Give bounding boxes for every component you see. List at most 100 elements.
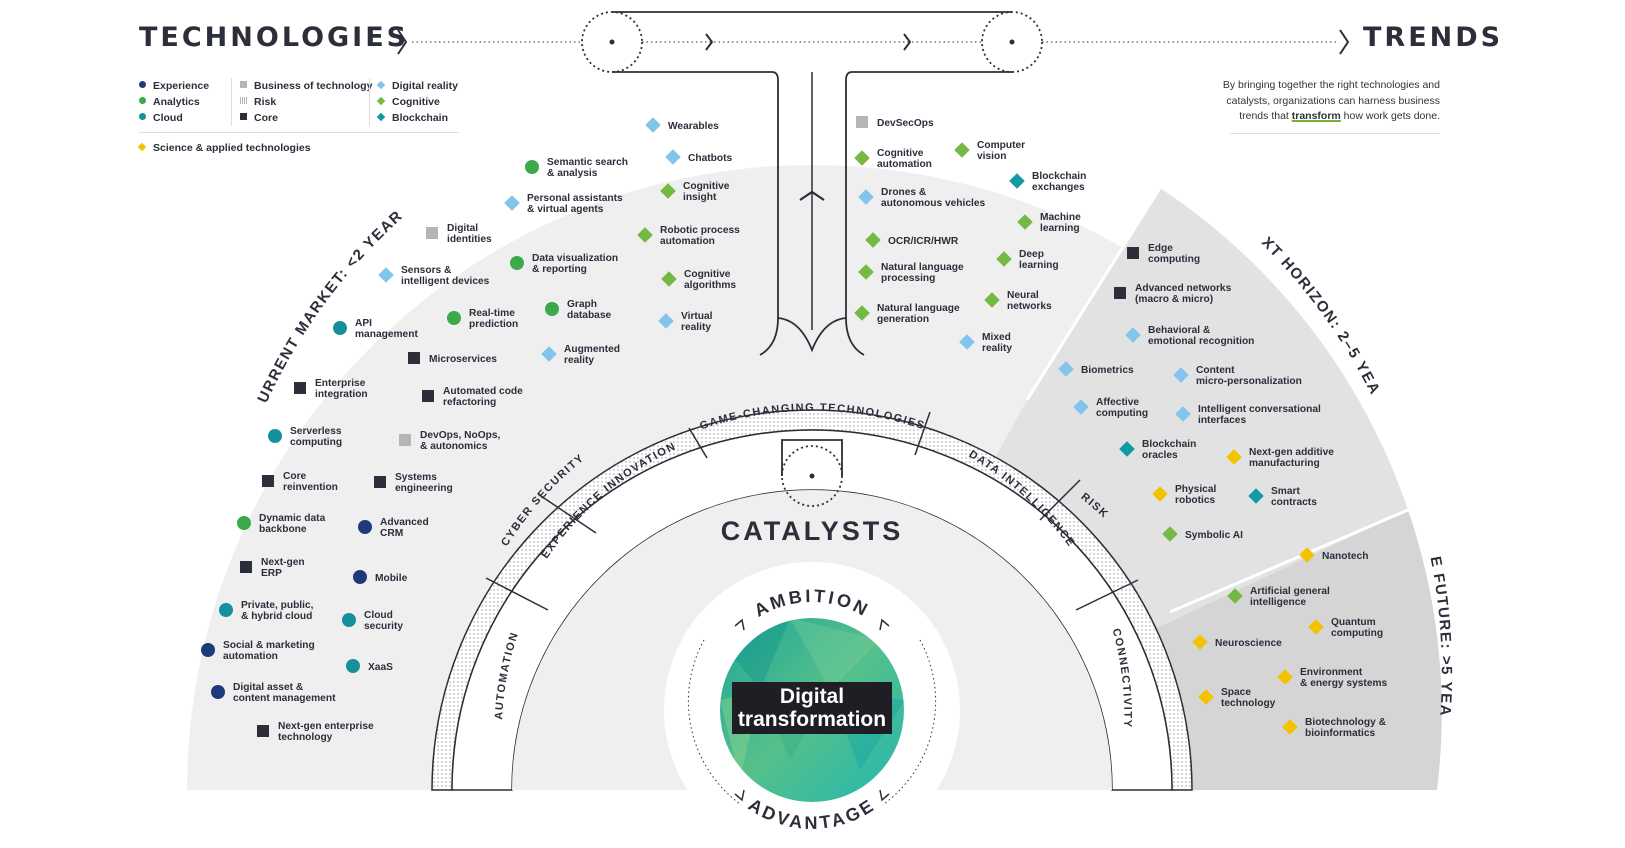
tech-item-label: Symbolic AI: [1185, 530, 1243, 541]
tech-item-private-public-hybrid-cloud: Private, public,& hybrid cloud: [219, 600, 314, 622]
tech-item-label: Content: [1196, 365, 1235, 376]
tech-item-label: Mixed: [982, 332, 1011, 343]
tech-item-label: content management: [233, 693, 336, 704]
tech-item-label: Space: [1221, 687, 1251, 698]
tech-item-label: robotics: [1175, 495, 1216, 506]
tech-item-label: Blockchain: [1142, 439, 1196, 450]
tech-item-label: Cognitive: [877, 148, 924, 159]
tech-item-label: Wearables: [668, 121, 719, 132]
tech-item-label: Digital: [447, 223, 478, 234]
tech-item-label: & analysis: [547, 168, 598, 179]
legend-item: Experience: [139, 78, 209, 94]
legend-item: Cloud: [139, 110, 209, 126]
tech-item-label: & virtual agents: [527, 204, 604, 215]
tech-item-devops-noops-autonomics: DevOps, NoOps,& autonomics: [399, 430, 501, 452]
tech-item-label: technology: [278, 732, 333, 743]
tech-item-label: & reporting: [532, 264, 587, 275]
legend-label: Cloud: [153, 112, 183, 124]
tech-item-chatbots: Chatbots: [665, 149, 732, 165]
square-icon: [1114, 287, 1126, 299]
legend-label: Experience: [153, 80, 210, 92]
tech-item-behavioral-emotional-recognition: Behavioral &emotional recognition: [1125, 325, 1254, 347]
legend-item: Business of technology: [240, 78, 372, 94]
catalysts-title: CATALYSTS: [721, 516, 904, 546]
tech-item-label: Data visualization: [532, 253, 618, 264]
tech-item-label: & hybrid cloud: [241, 611, 312, 622]
square-icon: [426, 227, 438, 239]
tech-item-biometrics: Biometrics: [1058, 361, 1134, 377]
tech-item-label: Biometrics: [1081, 365, 1134, 376]
square-icon: [399, 434, 411, 446]
tech-item-label: reinvention: [283, 482, 338, 493]
diamond-icon: [1282, 719, 1298, 735]
tech-item-label: Next-gen enterprise: [278, 721, 374, 732]
technologies-heading: TECHNOLOGIES: [139, 22, 410, 53]
tech-item-label: networks: [1007, 301, 1052, 312]
legend-col-2: Business of technology Risk Core: [231, 78, 372, 126]
tech-item-label: algorithms: [684, 280, 736, 291]
legend-item: Core: [240, 110, 372, 126]
diamond-icon: [645, 117, 661, 133]
tech-item-label: Augmented: [564, 344, 620, 355]
tech-item-neuroscience: Neuroscience: [1192, 634, 1282, 650]
tech-item-digital-asset-content-management: Digital asset &content management: [211, 682, 336, 704]
tech-item-label: Personal assistants: [527, 193, 623, 204]
tech-item-devsecops: DevSecOps: [856, 116, 934, 129]
tech-item-microservices: Microservices: [408, 352, 497, 365]
tech-item-label: refactoring: [443, 397, 496, 408]
diamond-icon: [854, 150, 870, 166]
tech-item-label: Edge: [1148, 243, 1173, 254]
diamond-icon: [1277, 669, 1293, 685]
circle-icon: [211, 685, 225, 699]
tech-item-label: exchanges: [1032, 182, 1085, 193]
trends-note-emph: transform: [1291, 110, 1341, 122]
tech-item-label: Robotic process: [660, 225, 740, 236]
tech-item-label: Core: [283, 471, 307, 482]
circle-icon: [545, 302, 559, 316]
diamond-icon: [1299, 547, 1315, 563]
tech-item-label: interfaces: [1198, 415, 1246, 426]
diamond-icon: [376, 96, 386, 106]
tech-item-label: Neuroscience: [1215, 638, 1282, 649]
tech-item-label: processing: [881, 273, 935, 284]
diamond-icon: [378, 267, 394, 283]
tech-item-label: Affective: [1096, 397, 1139, 408]
diamond-icon: [1198, 689, 1214, 705]
tech-item-label: Nanotech: [1322, 551, 1368, 562]
diamond-icon: [504, 195, 520, 211]
circle-icon: [333, 321, 347, 335]
arc-label-current: CURRENT MARKET: <2 YEARS: [0, 0, 407, 406]
tech-item-label: Advanced: [380, 517, 429, 528]
circle-icon: [525, 160, 539, 174]
tech-item-label: security: [364, 621, 403, 632]
tech-item-label: contracts: [1271, 497, 1317, 508]
diamond-icon: [1173, 367, 1189, 383]
tech-item-label: Mobile: [375, 573, 408, 584]
diamond-icon: [954, 142, 970, 158]
square-icon: [294, 382, 306, 394]
tech-item-label: reality: [982, 343, 1012, 354]
tech-item-label: Microservices: [429, 354, 497, 365]
tech-item-drones-autonomous-vehicles: Drones &autonomous vehicles: [858, 187, 985, 209]
tech-item-label: automation: [223, 651, 278, 662]
tech-item-label: Computer: [977, 140, 1025, 151]
tech-item-label: bioinformatics: [1305, 728, 1376, 739]
tech-item-label: Real-time: [469, 308, 515, 319]
tech-item-label: Sensors &: [401, 265, 452, 276]
legend-divider: [139, 132, 459, 133]
diamond-icon: [1125, 327, 1141, 343]
legend-item: Blockchain: [376, 110, 458, 126]
tech-item-label: Virtual: [681, 311, 713, 322]
